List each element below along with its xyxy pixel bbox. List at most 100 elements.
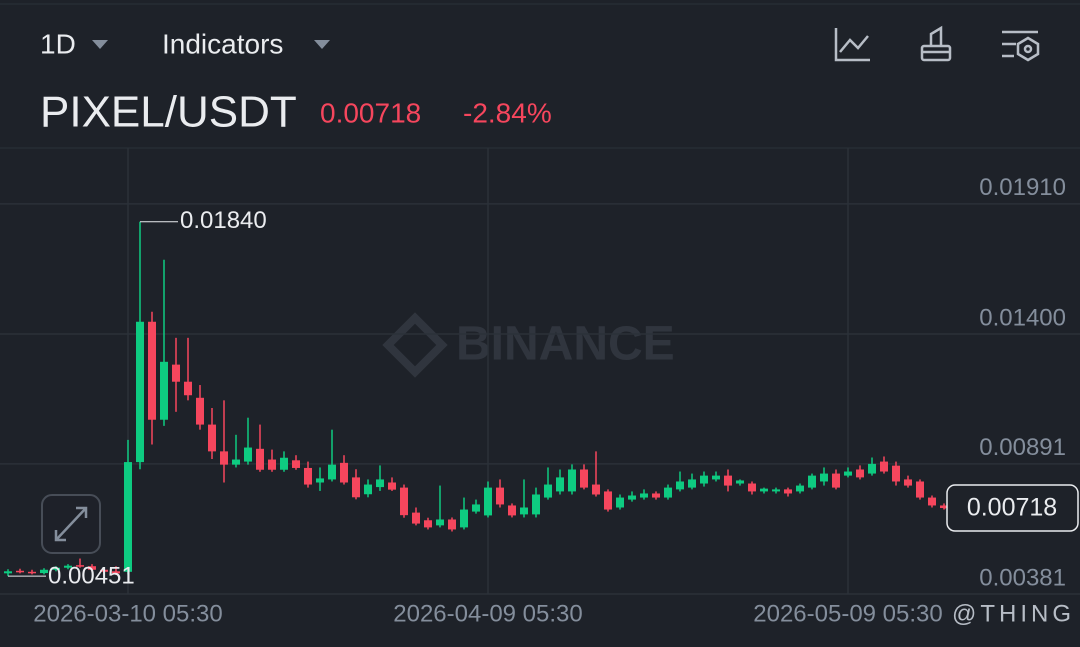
x-tick-label: 2026-04-09 05:30 [393, 600, 583, 627]
candle-body [544, 484, 552, 498]
candle-body [52, 567, 60, 570]
candles [4, 221, 948, 577]
interval[interactable]: 1D [40, 28, 76, 59]
y-tick-label: 0.01400 [979, 304, 1066, 331]
candle-body [304, 467, 312, 485]
x-tick-label: 2026-03-10 05:30 [33, 600, 223, 627]
indicators-caret[interactable] [314, 40, 330, 49]
last-price-box [946, 484, 1079, 532]
candle-body [724, 475, 732, 486]
candle-body [532, 494, 540, 515]
watermark-text: BINANCE [456, 318, 675, 371]
candle-body [124, 462, 132, 572]
candle-body [88, 566, 96, 570]
expand-button[interactable] [41, 494, 101, 554]
candle-body [616, 497, 624, 508]
candle-body [220, 451, 228, 465]
candle-body [328, 464, 336, 480]
candle-body [508, 505, 516, 516]
grid [0, 148, 1080, 595]
candle-body [652, 493, 660, 498]
candle-body [352, 477, 360, 498]
candle-body [868, 463, 876, 474]
y-tick-label: 0.00891 [979, 434, 1066, 461]
candle-body [748, 483, 756, 492]
watermark-logo [382, 312, 448, 378]
candle-body [676, 481, 684, 490]
candle-body [316, 478, 324, 483]
candle-body [844, 471, 852, 476]
candle-body [712, 475, 720, 480]
candle-body [232, 459, 240, 465]
candle-body [772, 489, 780, 492]
x-tick-label: 2026-05-09 05:30 [753, 600, 943, 627]
candle-body [736, 480, 744, 484]
y-tick-label: 0.00381 [979, 564, 1066, 591]
candle-body [4, 571, 12, 574]
candle-body [700, 475, 708, 484]
candle-body [448, 519, 456, 530]
candle-body [292, 460, 300, 468]
candle-body [568, 469, 576, 492]
labels: 0.01910 0.01400 0.00891 0.00381 2026-03-10 0… [8, 174, 1079, 627]
candle-body [40, 569, 48, 574]
candle-body [832, 473, 840, 488]
candle-body [376, 479, 384, 488]
candle-body [484, 487, 492, 516]
candle-body [904, 479, 912, 486]
candle-body [940, 505, 948, 509]
indicators[interactable]: Indicators [162, 28, 283, 59]
candle-body [856, 469, 864, 478]
candle-body [880, 461, 888, 472]
last-price: 0.00718 [320, 97, 421, 128]
max-marker-label: 0.01840 [180, 207, 267, 234]
candle-body [796, 485, 804, 492]
candle-body [688, 479, 696, 488]
candle-body [280, 457, 288, 470]
candle-body [808, 475, 816, 488]
candle-body [400, 487, 408, 516]
candle-body [556, 477, 564, 492]
candle-body [76, 565, 84, 567]
candle-body [664, 487, 672, 498]
candle-body [460, 509, 468, 528]
candle-body [268, 459, 276, 470]
price-change: -2.84% [463, 97, 552, 128]
candle-body [340, 462, 348, 483]
settings-icon[interactable] [1002, 30, 1040, 62]
watermark: BINANCE [382, 312, 675, 378]
candle-body [472, 504, 480, 512]
candle-body [760, 488, 768, 492]
chart-type-icon[interactable] [834, 28, 870, 62]
candle-body [928, 497, 936, 506]
y-tick-label: 0.01910 [979, 174, 1066, 201]
candle-body [412, 512, 420, 524]
candle-body [112, 571, 120, 574]
candle-body [916, 481, 924, 498]
candle-body [784, 489, 792, 494]
candle-body [604, 491, 612, 510]
candle-body [592, 484, 600, 495]
candle-body [196, 397, 204, 425]
candle-body [640, 493, 648, 498]
candle-body [244, 447, 252, 462]
candle-body [388, 482, 396, 490]
symbol: PIXEL/USDT [40, 88, 297, 137]
candle-body [892, 465, 900, 482]
candle-body [496, 487, 504, 505]
interval-caret[interactable] [92, 40, 108, 49]
expand-icon[interactable] [54, 506, 88, 542]
candle-body [208, 424, 216, 452]
candle-body [28, 571, 36, 574]
credit: @THING [952, 600, 1075, 627]
candle-body [520, 507, 528, 515]
candle-body [100, 569, 108, 572]
candle-body [424, 520, 432, 528]
candle-body [148, 321, 156, 420]
candle-body [820, 473, 828, 482]
candle-body [172, 364, 180, 382]
draw-icon[interactable] [920, 25, 952, 62]
candle-body [184, 381, 192, 396]
